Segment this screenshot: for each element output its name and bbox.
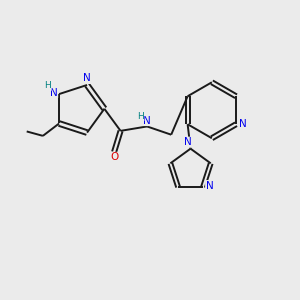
Text: N: N [50,88,58,98]
Text: O: O [110,152,118,162]
Text: N: N [184,137,191,147]
Text: H: H [44,81,51,90]
Text: N: N [143,116,151,126]
Text: N: N [239,119,246,129]
Text: N: N [206,181,213,190]
Text: H: H [137,112,144,121]
Text: N: N [83,74,91,83]
